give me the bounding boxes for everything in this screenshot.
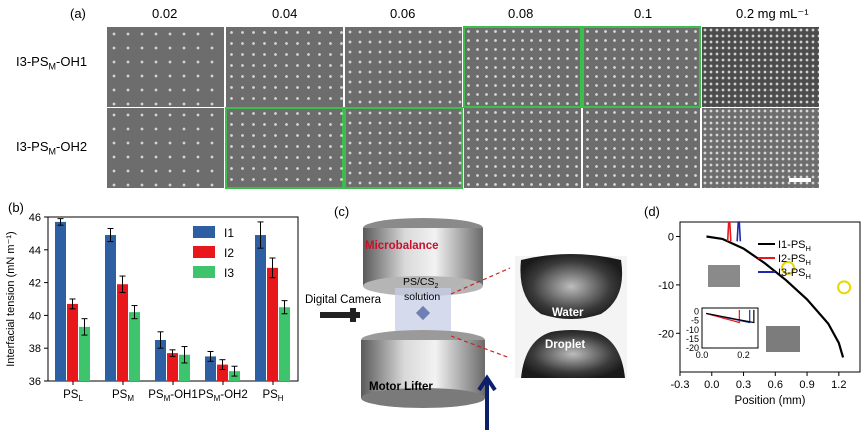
- y-tick-label: 42: [29, 278, 41, 290]
- bar: [105, 235, 116, 381]
- inset-x-tick-label: 0.0: [696, 350, 709, 360]
- panel-d-label: (d): [644, 204, 660, 219]
- x-tick-label: 0.0: [704, 379, 719, 391]
- y-tick-label: -10: [658, 280, 674, 292]
- camera-icon: [320, 312, 360, 318]
- panel-a-label: (a): [70, 6, 86, 21]
- x-tick-label: PSM-OH2: [198, 389, 248, 403]
- y-tick-label: 44: [29, 245, 41, 257]
- legend-label: I3: [224, 266, 234, 280]
- y-tick-label: 46: [29, 212, 41, 224]
- highlight-marker: [837, 280, 852, 295]
- x-tick-label: PSL: [63, 389, 83, 403]
- sem-micrograph: [107, 27, 224, 107]
- bar: [179, 354, 190, 381]
- legend-label: I2: [224, 246, 234, 260]
- sem-micrograph: [464, 108, 581, 188]
- bar: [55, 221, 66, 381]
- motor-lifter-label: Motor Lifter: [369, 381, 433, 393]
- sem-micrograph: [225, 107, 344, 189]
- force-position-line-chart: -0.3 0.0 0.3 0.6 0.9 1.2 0 -10 -20 Position (mm) I…: [658, 221, 861, 407]
- inset-y-tick-label: -20: [686, 343, 699, 353]
- microbalance-label: Microbalance: [365, 240, 439, 252]
- inset-series-line: [706, 309, 755, 324]
- y-tick-label: 40: [29, 310, 41, 322]
- inset-x-tick-label: 0.2: [737, 350, 750, 360]
- plot-frame: [679, 221, 861, 373]
- concentration-label: 0.06: [390, 6, 416, 21]
- scale-bar: [789, 178, 811, 182]
- bar: [67, 303, 78, 381]
- y-tick-label: 0: [668, 232, 674, 244]
- bar: [217, 364, 228, 381]
- legend-swatch: [193, 246, 215, 258]
- legend-swatch: [193, 266, 215, 278]
- y-tick-label: 36: [29, 376, 41, 388]
- droplet-label: Droplet: [545, 339, 585, 351]
- legend-label: I1-PSH: [778, 239, 811, 253]
- bar: [267, 267, 278, 381]
- x-axis-label: Position (mm): [735, 395, 806, 407]
- inset-y-tick-label: 0: [694, 307, 699, 317]
- concentration-label: 0.04: [272, 6, 298, 21]
- sem-micrograph: [226, 27, 343, 107]
- inset-y-tick-label: -5: [691, 316, 699, 326]
- highlight-marker: [781, 260, 795, 275]
- sem-micrograph: [344, 107, 463, 189]
- y-tick-label: 38: [29, 343, 41, 355]
- row-label-oh2: I3-PSM-OH2: [16, 139, 88, 157]
- bar: [255, 235, 266, 381]
- droplet-thumbnail: [708, 265, 740, 287]
- camera-label: Digital Camera: [305, 294, 382, 306]
- inset-y-tick-label: -15: [686, 334, 699, 344]
- sem-micrograph: [702, 27, 819, 107]
- series-line: [726, 221, 732, 242]
- inset-y-tick-label: -10: [686, 325, 699, 335]
- bar: [117, 284, 128, 381]
- sem-micrograph: [345, 27, 462, 107]
- bar: [129, 312, 140, 381]
- interfacial-tension-bar-chart: 36 38 40 42 44 46 Interfacial tension (mN m⁻¹)…: [5, 212, 299, 403]
- row-label-oh1: I3-PSM-OH1: [16, 54, 88, 72]
- panel-b-label: (b): [8, 200, 24, 215]
- concentration-label: 0.2 mg mL⁻¹: [736, 6, 809, 21]
- x-tick-label: -0.3: [671, 379, 690, 391]
- legend-label: I2-PSH: [778, 253, 811, 267]
- x-tick-label: PSH: [262, 389, 283, 403]
- droplet-thumbnail: [766, 326, 800, 352]
- sem-micrograph: [582, 26, 701, 108]
- sem-micrograph: [107, 108, 224, 188]
- sem-micrograph: [463, 26, 582, 108]
- bar: [205, 356, 216, 381]
- concentration-label: 0.1: [634, 6, 653, 21]
- series-line: [736, 221, 742, 242]
- legend-swatch: [193, 226, 215, 238]
- legend-label: I3-PSH: [778, 267, 811, 281]
- solution-label: PS/CS2: [403, 276, 439, 290]
- x-tick-label: 0.6: [768, 379, 783, 391]
- y-tick-label: -20: [658, 328, 674, 340]
- panel-c-label: (c): [334, 204, 350, 219]
- bar: [167, 353, 178, 381]
- legend-label: I1: [224, 226, 234, 240]
- series-line: [706, 235, 845, 358]
- x-tick-label: 0.3: [736, 379, 751, 391]
- x-tick-label: 1.2: [831, 379, 846, 391]
- x-tick-label: PSM-OH1: [148, 389, 198, 403]
- x-tick-label: 0.9: [799, 379, 814, 391]
- x-tick-label: PSM: [112, 389, 134, 403]
- bar: [279, 307, 290, 381]
- bar: [155, 340, 166, 381]
- tensiometer-setup-diagram: Microbalance PS/CS2 solution Digital Cam…: [305, 218, 627, 430]
- sem-micrograph: [702, 108, 819, 188]
- solution-label-line2: solution: [404, 291, 440, 303]
- bar: [79, 326, 90, 381]
- up-arrow-icon: [477, 374, 497, 430]
- concentration-label: 0.08: [508, 6, 534, 21]
- water-label: Water: [552, 307, 584, 319]
- y-axis-label: Interfacial tension (mN m⁻¹): [5, 231, 17, 366]
- sem-micrograph: [583, 108, 700, 188]
- concentration-label: 0.02: [152, 6, 178, 21]
